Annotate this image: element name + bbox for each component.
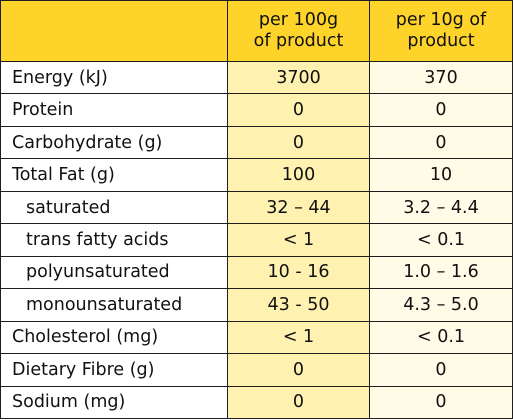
- row-label: Sodium (mg): [0, 385, 228, 420]
- row-label: Cholesterol (mg): [0, 320, 228, 355]
- value-per-100g: 0: [227, 93, 370, 127]
- row-label: Carbohydrate (g): [0, 125, 228, 160]
- value-per-100g: 32 – 44: [227, 190, 370, 225]
- header-per-100g-line1: per 100g: [258, 10, 339, 30]
- header-per-10g: per 10g of product: [369, 0, 513, 62]
- table-row: Total Fat (g) 100 10: [0, 158, 513, 192]
- table-row: saturated 32 – 44 3.2 – 4.4: [0, 190, 513, 225]
- value-per-10g: 10: [369, 158, 513, 192]
- table-row: monounsaturated 43 - 50 4.3 – 5.0: [0, 288, 513, 322]
- table-row: Sodium (mg) 0 0: [0, 385, 513, 420]
- row-label: Dietary Fibre (g): [0, 353, 228, 387]
- value-per-100g: 43 - 50: [227, 288, 370, 322]
- table-row: polyunsaturated 10 - 16 1.0 – 1.6: [0, 255, 513, 290]
- header-row: per 100g of product per 10g of product: [0, 0, 513, 62]
- row-label-sub: saturated: [0, 190, 228, 225]
- value-per-100g: 0: [227, 385, 370, 420]
- value-per-10g: 0: [369, 93, 513, 127]
- value-per-100g: < 1: [227, 223, 370, 257]
- value-per-100g: 0: [227, 353, 370, 387]
- value-per-100g: < 1: [227, 320, 370, 355]
- value-per-100g: 10 - 16: [227, 255, 370, 290]
- value-per-10g: < 0.1: [369, 320, 513, 355]
- row-label-sub: trans fatty acids: [0, 223, 228, 257]
- header-per-100g: per 100g of product: [227, 0, 370, 62]
- value-per-10g: 0: [369, 353, 513, 387]
- value-per-10g: 1.0 – 1.6: [369, 255, 513, 290]
- header-per-100g-line2: of product: [253, 31, 344, 51]
- value-per-10g: 0: [369, 385, 513, 420]
- table-row: Energy (kJ) 3700 370: [0, 60, 513, 95]
- row-label-sub: monounsaturated: [0, 288, 228, 322]
- header-corner-cell: [0, 0, 228, 62]
- value-per-10g: 3.2 – 4.4: [369, 190, 513, 225]
- table-row: Dietary Fibre (g) 0 0: [0, 353, 513, 387]
- table-row: Protein 0 0: [0, 93, 513, 127]
- header-per-10g-line2: product: [407, 31, 475, 51]
- table-header: per 100g of product per 10g of product: [0, 0, 513, 62]
- table-body: Energy (kJ) 3700 370 Protein 0 0 Carbohy…: [0, 60, 513, 420]
- value-per-100g: 0: [227, 125, 370, 160]
- value-per-100g: 100: [227, 158, 370, 192]
- table-row: Carbohydrate (g) 0 0: [0, 125, 513, 160]
- value-per-100g: 3700: [227, 60, 370, 95]
- value-per-10g: < 0.1: [369, 223, 513, 257]
- table-row: Cholesterol (mg) < 1 < 0.1: [0, 320, 513, 355]
- value-per-10g: 0: [369, 125, 513, 160]
- row-label: Protein: [0, 93, 228, 127]
- value-per-10g: 4.3 – 5.0: [369, 288, 513, 322]
- table-row: trans fatty acids < 1 < 0.1: [0, 223, 513, 257]
- row-label: Energy (kJ): [0, 60, 228, 95]
- row-label: Total Fat (g): [0, 158, 228, 192]
- header-per-10g-line1: per 10g of: [395, 10, 487, 30]
- value-per-10g: 370: [369, 60, 513, 95]
- row-label-sub: polyunsaturated: [0, 255, 228, 290]
